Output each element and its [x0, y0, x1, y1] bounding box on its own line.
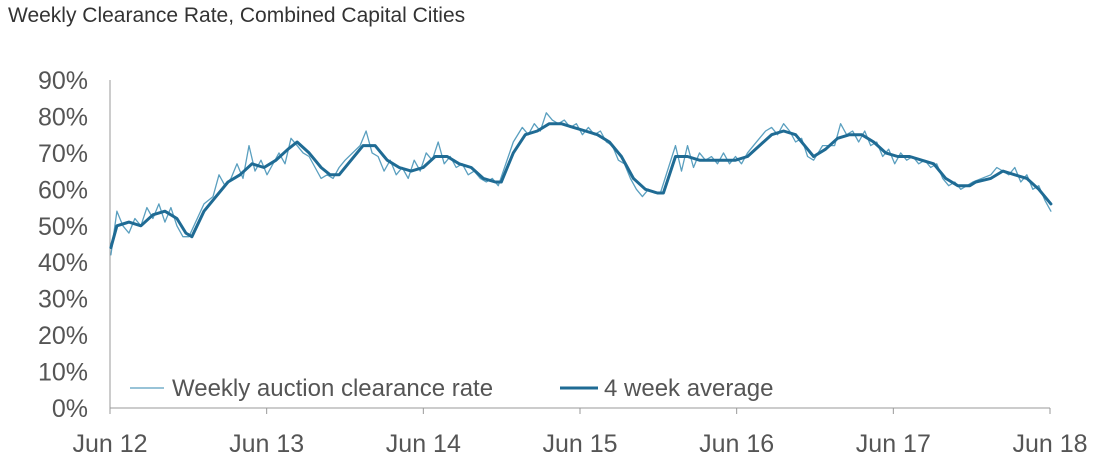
y-tick-label: 30%	[38, 286, 88, 314]
legend: Weekly auction clearance rate 4 week aver…	[130, 375, 773, 402]
x-tick-label: Jun 14	[386, 430, 461, 458]
x-tick-label: Jun 15	[542, 430, 617, 458]
series-line-weekly-clearance-rate	[110, 112, 1052, 256]
y-tick-label: 20%	[38, 322, 88, 350]
y-tick-label: 60%	[38, 176, 88, 204]
axes	[109, 80, 1051, 414]
chart-title: Weekly Clearance Rate, Combined Capital …	[8, 4, 466, 27]
y-tick-label: 90%	[38, 67, 88, 95]
x-tick-label: Jun 18	[1012, 430, 1087, 458]
y-tick-label: 50%	[38, 213, 88, 241]
y-tick-label: 70%	[38, 140, 88, 168]
x-tick-label: Jun 12	[72, 430, 147, 458]
y-tick-label: 40%	[38, 249, 88, 277]
x-tick-label: Jun 13	[229, 430, 304, 458]
series-lines	[109, 112, 1053, 256]
x-tick-label: Jun 17	[856, 430, 931, 458]
y-tick-label: 0%	[52, 395, 88, 423]
y-axis-tick-labels: 0% 10% 20% 30% 40% 50% 60% 70% 80% 90%	[38, 67, 88, 423]
legend-label-weekly: Weekly auction clearance rate	[172, 375, 493, 402]
x-axis-tick-labels: Jun 12 Jun 13 Jun 14 Jun 15 Jun 16 Jun 17 Jun …	[72, 430, 1087, 458]
series-line-4-week-average	[109, 122, 1053, 250]
y-tick-label: 80%	[38, 103, 88, 131]
x-tick-label: Jun 16	[699, 430, 774, 458]
legend-label-4-week-average: 4 week average	[604, 375, 773, 402]
y-tick-label: 10%	[38, 359, 88, 387]
